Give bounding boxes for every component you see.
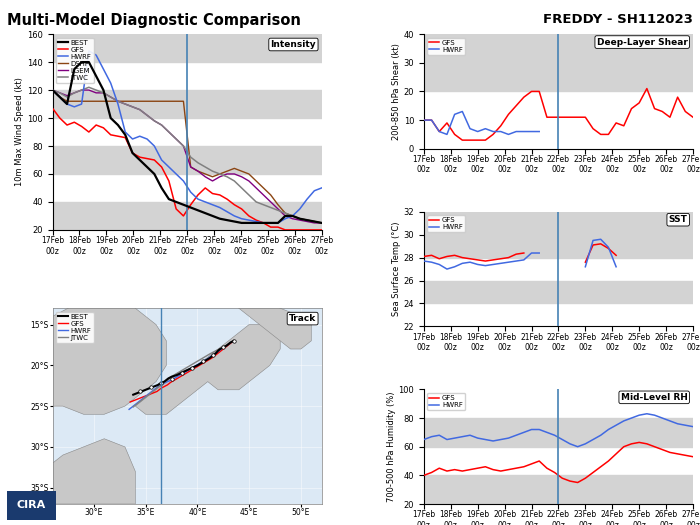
Polygon shape — [52, 292, 167, 414]
Polygon shape — [135, 324, 280, 414]
Bar — [424, 212, 693, 258]
Bar — [52, 90, 321, 118]
Text: CIRA: CIRA — [17, 500, 46, 510]
Bar — [52, 146, 321, 174]
Y-axis label: 700-500 hPa Humidity (%): 700-500 hPa Humidity (%) — [386, 392, 395, 502]
Bar — [424, 280, 693, 303]
Text: Track: Track — [289, 314, 316, 323]
Text: SST: SST — [668, 215, 687, 224]
Legend: GFS, HWRF: GFS, HWRF — [428, 393, 465, 410]
Text: Mid-Level RH: Mid-Level RH — [621, 393, 687, 402]
Bar — [52, 34, 321, 62]
Legend: GFS, HWRF: GFS, HWRF — [428, 215, 465, 233]
Polygon shape — [52, 439, 135, 504]
Legend: GFS, HWRF: GFS, HWRF — [428, 38, 465, 55]
Polygon shape — [228, 300, 312, 349]
Bar — [424, 475, 693, 504]
Text: FREDDY - SH112023: FREDDY - SH112023 — [543, 13, 693, 26]
Bar — [424, 418, 693, 447]
Legend: BEST, GFS, HWRF, DSHP, LGEM, JTWC: BEST, GFS, HWRF, DSHP, LGEM, JTWC — [56, 38, 94, 83]
Y-axis label: 200-850 hPa Shear (kt): 200-850 hPa Shear (kt) — [392, 43, 401, 140]
Y-axis label: 10m Max Wind Speed (kt): 10m Max Wind Speed (kt) — [15, 78, 24, 186]
Text: Deep-Layer Shear: Deep-Layer Shear — [596, 38, 687, 47]
Text: Multi-Model Diagnostic Comparison: Multi-Model Diagnostic Comparison — [7, 13, 301, 28]
Bar — [52, 202, 321, 230]
Y-axis label: Sea Surface Temp (°C): Sea Surface Temp (°C) — [392, 222, 401, 316]
Bar — [424, 34, 693, 91]
Text: Intensity: Intensity — [271, 40, 316, 49]
Legend: BEST, GFS, HWRF, JTWC: BEST, GFS, HWRF, JTWC — [56, 312, 94, 343]
